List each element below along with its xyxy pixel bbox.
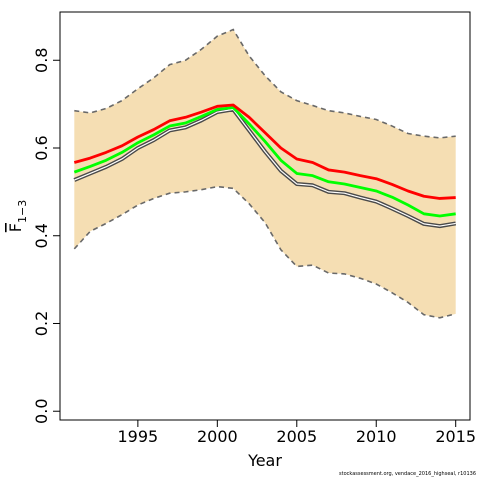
y-axis-title: F1−3 <box>6 200 29 232</box>
x-tick-label: 2015 <box>435 427 476 446</box>
confidence-band <box>73 28 456 319</box>
y-tick-label: 0.8 <box>32 48 51 73</box>
series-lines <box>73 103 457 229</box>
y-tick-label: 0.4 <box>32 223 51 248</box>
band-lower-edge <box>73 185 456 319</box>
series-line-1-core <box>74 108 456 227</box>
y-tick-label: 0.2 <box>32 311 51 336</box>
band-fill <box>74 29 456 318</box>
y-axis-title-main: F <box>6 223 25 232</box>
footnote: stockassessment.org, vendace_2016_highse… <box>339 471 476 477</box>
series-line-3 <box>73 103 456 200</box>
x-tick-label: 1995 <box>118 427 159 446</box>
y-tick-label: 0.6 <box>32 135 51 160</box>
series-line-2 <box>73 106 456 218</box>
x-tick-label: 2005 <box>276 427 317 446</box>
x-tick-label: 2010 <box>356 427 397 446</box>
plot-frame <box>59 11 471 421</box>
svg-text:F1−3: F1−3 <box>6 200 29 232</box>
y-axis: 0.0 0.2 0.4 0.6 0.8 <box>32 48 60 424</box>
y-axis-title-subscript: 1−3 <box>16 200 29 223</box>
y-tick-label: 0.0 <box>32 399 51 424</box>
x-axis: 1995 2000 2005 2010 2015 <box>118 420 476 446</box>
x-axis-title: Year <box>247 451 282 470</box>
x-tick-label: 2000 <box>197 427 238 446</box>
band-upper-edge <box>74 28 456 139</box>
